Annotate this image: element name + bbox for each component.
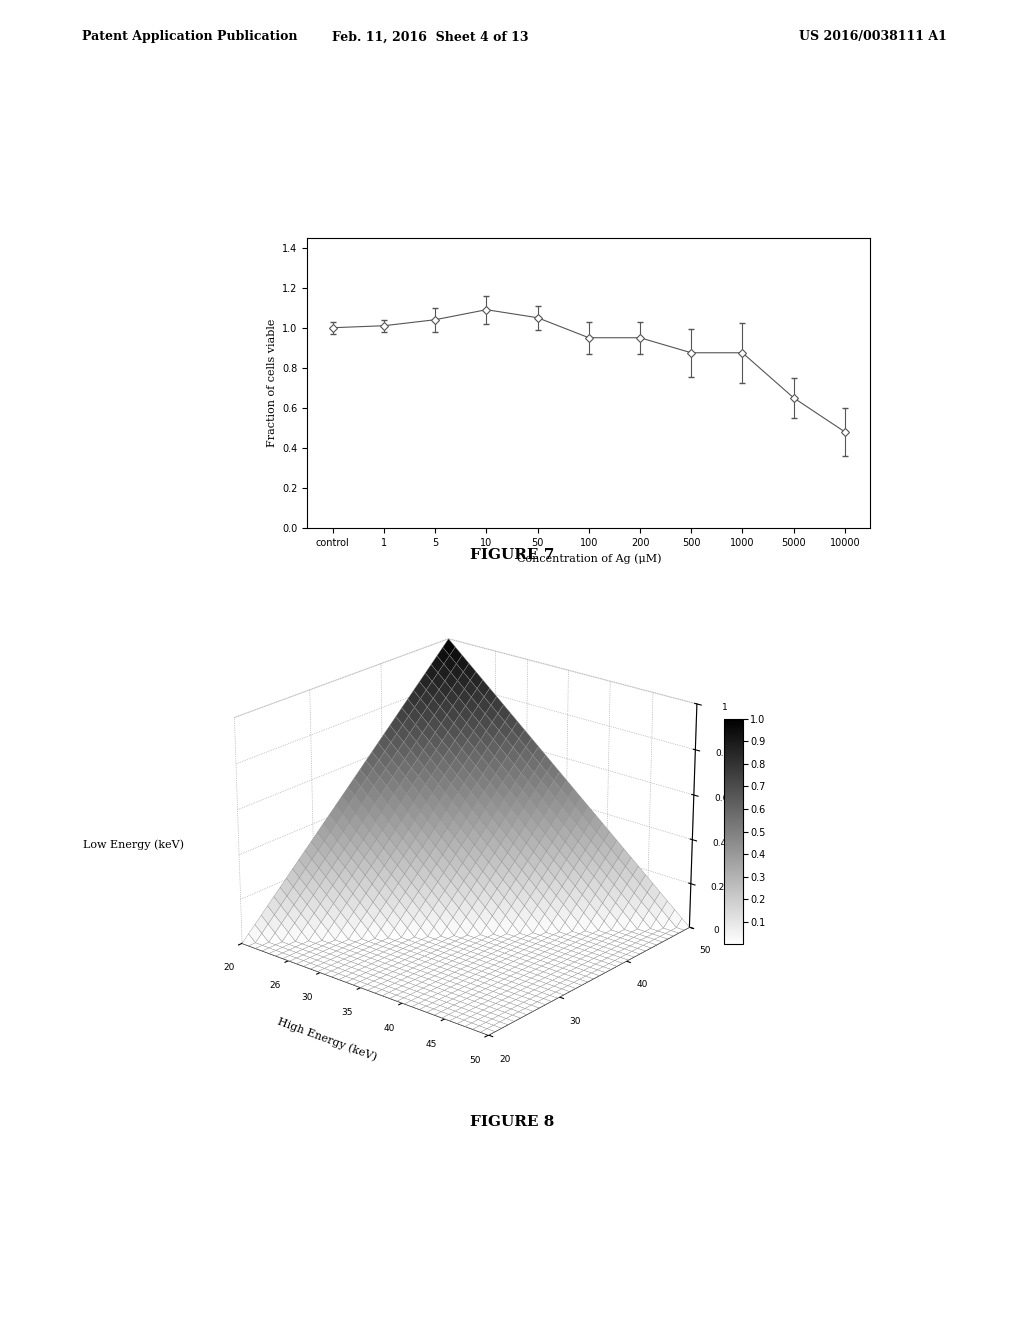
Text: Patent Application Publication: Patent Application Publication: [82, 30, 297, 44]
Y-axis label: Fraction of cells viable: Fraction of cells viable: [266, 318, 276, 447]
Text: FIGURE 7: FIGURE 7: [470, 548, 554, 562]
X-axis label: High Energy (keV): High Energy (keV): [275, 1016, 378, 1063]
X-axis label: Concentration of Ag (μM): Concentration of Ag (μM): [516, 553, 662, 564]
Text: FIGURE 8: FIGURE 8: [470, 1115, 554, 1130]
Text: Low Energy (keV): Low Energy (keV): [83, 840, 183, 850]
Text: Feb. 11, 2016  Sheet 4 of 13: Feb. 11, 2016 Sheet 4 of 13: [332, 30, 528, 44]
Text: US 2016/0038111 A1: US 2016/0038111 A1: [799, 30, 946, 44]
